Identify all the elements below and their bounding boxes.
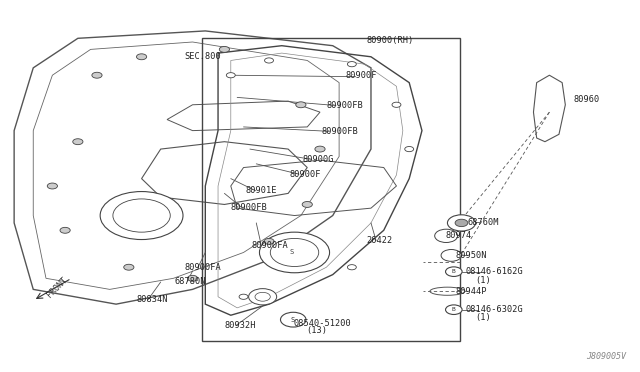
Text: 80834N: 80834N: [136, 295, 168, 304]
Circle shape: [100, 192, 183, 240]
Text: 08146-6162G: 08146-6162G: [465, 267, 523, 276]
Text: FRONT: FRONT: [45, 275, 70, 299]
Text: SEC.800: SEC.800: [184, 52, 221, 61]
Circle shape: [441, 250, 461, 261]
Circle shape: [188, 275, 198, 281]
Text: 68760M: 68760M: [468, 218, 499, 227]
Text: (1): (1): [475, 313, 491, 322]
Circle shape: [113, 199, 170, 232]
Circle shape: [264, 238, 274, 244]
Circle shape: [136, 54, 147, 60]
Circle shape: [392, 102, 401, 108]
Circle shape: [239, 294, 248, 299]
Text: 80900FB: 80900FB: [321, 127, 358, 136]
Text: 80960: 80960: [573, 95, 600, 104]
Text: 80900FA: 80900FA: [185, 263, 221, 272]
Text: 68780N: 68780N: [175, 277, 206, 286]
Circle shape: [455, 219, 468, 227]
Text: 26422: 26422: [366, 236, 392, 245]
Circle shape: [248, 289, 276, 305]
Text: 80950N: 80950N: [456, 251, 487, 260]
Circle shape: [124, 264, 134, 270]
Text: (1): (1): [475, 276, 491, 285]
Text: 80900F: 80900F: [346, 71, 377, 80]
Text: 80900FB: 80900FB: [231, 203, 268, 212]
Circle shape: [60, 227, 70, 233]
Text: 80932H: 80932H: [225, 321, 256, 330]
Text: 80901E: 80901E: [246, 186, 277, 195]
Circle shape: [220, 46, 230, 52]
Circle shape: [404, 147, 413, 152]
Text: 80900FA: 80900FA: [252, 241, 289, 250]
Circle shape: [348, 264, 356, 270]
Circle shape: [47, 183, 58, 189]
Text: 80944P: 80944P: [456, 287, 487, 296]
Text: 80900(RH): 80900(RH): [367, 36, 414, 45]
Circle shape: [280, 312, 306, 327]
Text: 80900G: 80900G: [302, 155, 333, 164]
Text: J809005V: J809005V: [586, 352, 626, 361]
Circle shape: [447, 215, 476, 231]
Circle shape: [445, 267, 462, 276]
Circle shape: [435, 229, 458, 243]
Text: B: B: [452, 269, 456, 274]
Circle shape: [73, 139, 83, 145]
Circle shape: [92, 72, 102, 78]
Text: B: B: [452, 307, 456, 312]
Circle shape: [445, 305, 462, 314]
Circle shape: [227, 73, 236, 78]
Circle shape: [296, 102, 306, 108]
Text: S: S: [291, 317, 295, 323]
Circle shape: [264, 58, 273, 63]
Circle shape: [259, 232, 330, 273]
Circle shape: [315, 146, 325, 152]
Circle shape: [302, 202, 312, 208]
Circle shape: [348, 62, 356, 67]
Text: 08540-51200: 08540-51200: [293, 319, 351, 328]
Text: 08146-6302G: 08146-6302G: [465, 305, 523, 314]
Text: S: S: [289, 250, 294, 256]
Text: 80900F: 80900F: [289, 170, 321, 179]
Text: (13): (13): [306, 326, 327, 335]
Circle shape: [255, 292, 270, 301]
Bar: [202, 38, 460, 341]
Text: 80900FB: 80900FB: [326, 101, 363, 110]
Text: 80974: 80974: [445, 231, 472, 240]
Circle shape: [270, 238, 319, 266]
